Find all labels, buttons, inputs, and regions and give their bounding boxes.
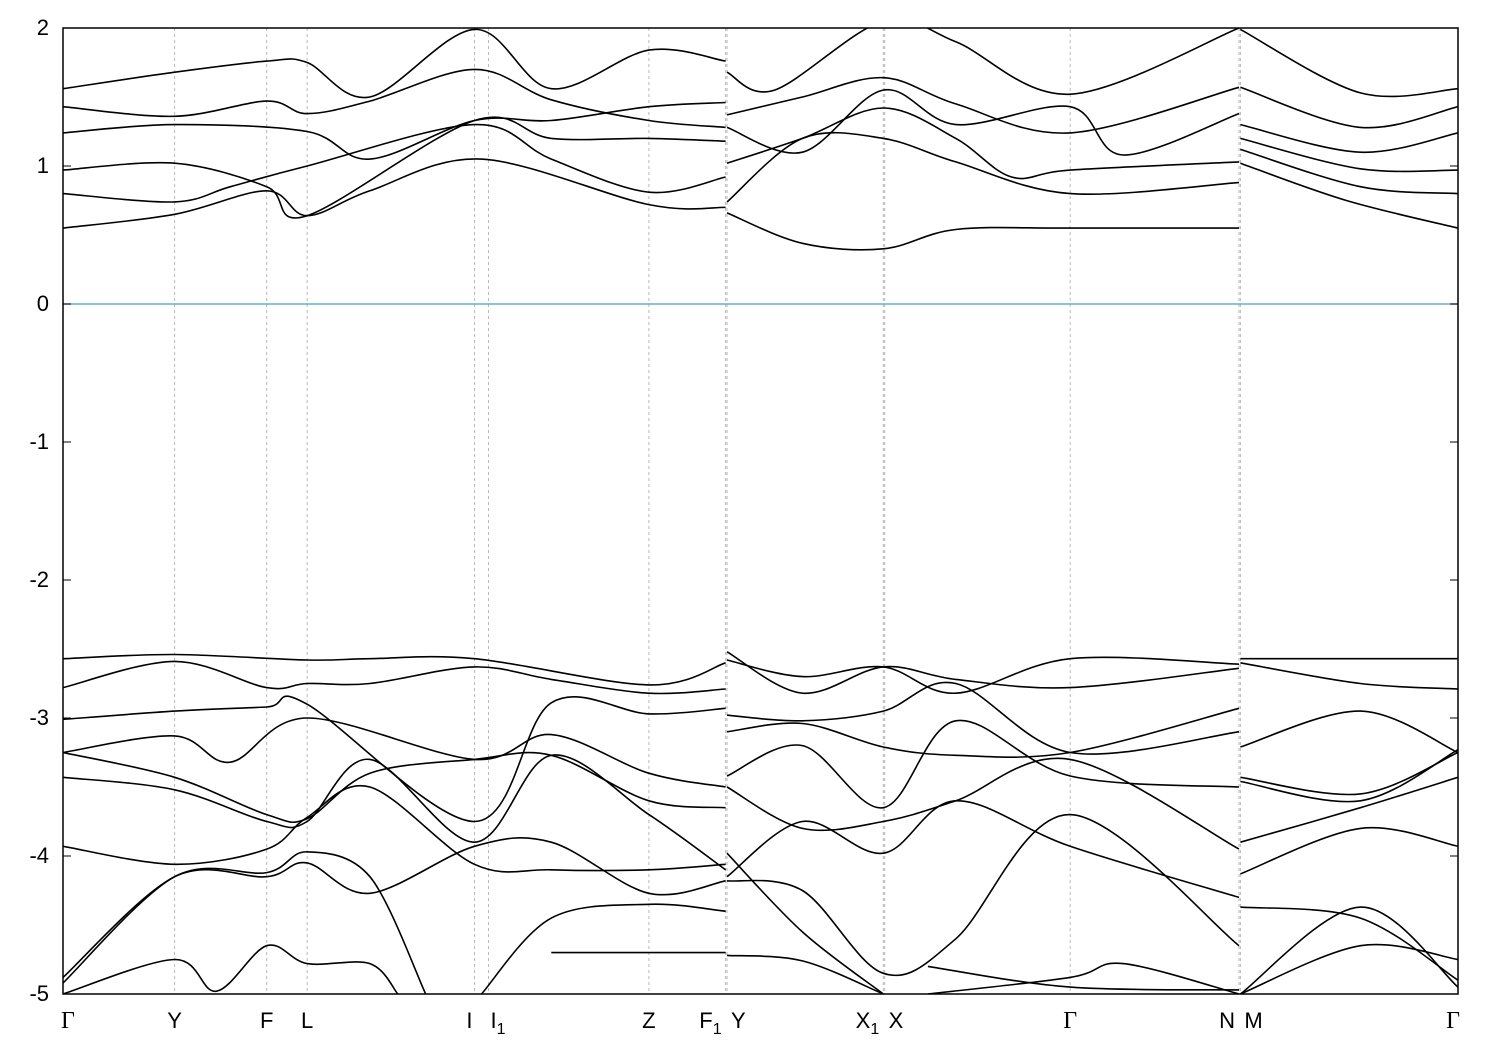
kpoint-subscript: 1 [870, 1021, 879, 1038]
band-1-segment-2 [726, 212, 1240, 251]
band-16-segment-3 [726, 954, 884, 994]
band-14-segment-2 [726, 813, 1240, 977]
kpoint-label: F1 [699, 1008, 721, 1038]
band-11-segment-1 [63, 751, 726, 824]
y-tick-label: -1 [29, 429, 49, 454]
band-3-segment-3 [1240, 137, 1458, 173]
band-1-segment-1 [63, 158, 726, 229]
kpoint-label: Γ [61, 1008, 75, 1034]
kpoint-label: F [260, 1008, 273, 1033]
band-13-segment-2 [726, 799, 1240, 899]
kpoint-label: Γ [1063, 1008, 1077, 1034]
band-15-segment-4 [927, 965, 1240, 991]
vertical-grid-lines [174, 28, 1241, 994]
band-12-segment-2 [726, 757, 1240, 850]
band-4-segment-2 [726, 89, 1240, 156]
band-curves [63, 28, 1458, 994]
band-8-segment-3 [1240, 662, 1458, 690]
band-16-segment-5 [1240, 943, 1458, 994]
kpoint-label: X [889, 1008, 904, 1033]
plot-frame [62, 27, 1459, 995]
band-16-segment-4 [927, 962, 1240, 994]
band-11-segment-2 [726, 719, 1240, 809]
kpoint-label: X1 [856, 1008, 880, 1038]
band-14-segment-1 [63, 837, 726, 978]
kpoint-label: I [466, 1008, 472, 1033]
kpoint-subscript: 1 [713, 1021, 722, 1038]
y-axis-ticks: 2 1 0 -1 -2 -3 -4 -5 [29, 15, 1458, 1006]
band-4-segment-3 [1240, 123, 1458, 154]
band-1-segment-3 [1240, 162, 1458, 229]
band-13-segment-3 [1240, 826, 1458, 875]
band-7-segment-2 [726, 651, 1240, 695]
y-tick-label: -4 [29, 843, 49, 868]
band-4-segment-1 [63, 101, 726, 160]
kpoint-label: Γ [1446, 1008, 1460, 1034]
kpoint-label: Y [731, 1008, 746, 1033]
band-6-segment-1 [63, 28, 726, 99]
kpoint-label: Y [167, 1008, 182, 1033]
kpoint-label: Z [642, 1008, 655, 1033]
band-15-segment-1 [63, 851, 427, 994]
band-14-segment-3 [1240, 906, 1458, 981]
band-15-segment-3 [726, 852, 884, 994]
band-2-segment-1 [63, 123, 726, 203]
band-13-segment-1 [63, 784, 726, 873]
kpoint-label: M [1244, 1008, 1262, 1033]
band-12-segment-3 [1240, 776, 1458, 843]
band-15-segment-2 [480, 903, 726, 994]
y-tick-label: -2 [29, 567, 49, 592]
band-11-segment-3 [1240, 748, 1458, 803]
band-10-segment-2 [726, 707, 1240, 758]
band-10-segment-1 [63, 717, 726, 788]
kpoint-label: N [1219, 1008, 1235, 1033]
band-3-segment-1 [63, 116, 726, 219]
band-6-segment-3 [1240, 28, 1458, 98]
band-5-segment-3 [1240, 86, 1458, 129]
band-9-segment-1 [63, 695, 726, 823]
band-5-segment-1 [63, 68, 726, 129]
y-tick-label: 2 [37, 15, 49, 40]
band-7-segment-1 [63, 653, 726, 686]
band-6-segment-2 [726, 28, 1240, 96]
band-9-segment-3 [1240, 710, 1458, 754]
kpoint-subscript: 1 [497, 1021, 506, 1038]
y-tick-label: -5 [29, 981, 49, 1006]
x-axis-kpoint-labels: Γ Y F L I I1 Z F1 Y X1 X Γ N M Γ [61, 1008, 1460, 1038]
band-2-segment-3 [1240, 148, 1458, 195]
y-tick-label: -3 [29, 705, 49, 730]
kpoint-label: I1 [490, 1008, 505, 1038]
y-tick-label: 1 [37, 153, 49, 178]
y-tick-label: 0 [37, 291, 49, 316]
band-5-segment-2 [726, 76, 1240, 134]
kpoint-label: L [301, 1008, 313, 1033]
band-3-segment-2 [726, 107, 1240, 180]
band-9-segment-2 [726, 681, 1240, 755]
band-12-segment-1 [63, 754, 727, 871]
band-8-segment-1 [63, 660, 726, 695]
band-16-segment-1 [63, 944, 399, 994]
band-2-segment-2 [726, 131, 1240, 203]
band-8-segment-2 [726, 656, 1240, 695]
band-15-segment-5 [1239, 906, 1458, 994]
